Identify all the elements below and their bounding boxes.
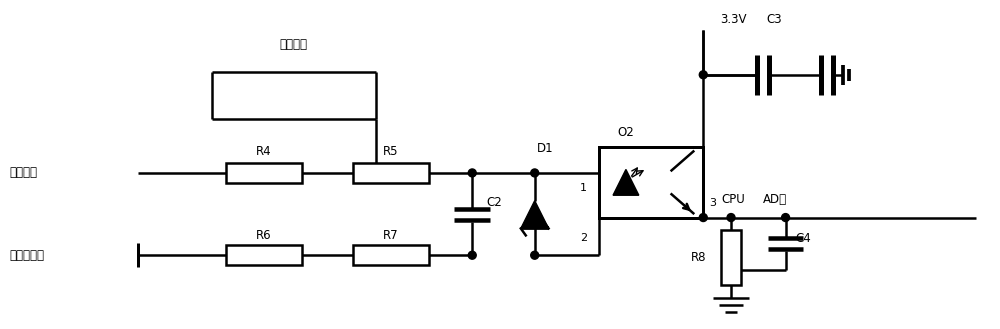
Text: 3.3V: 3.3V <box>720 13 747 26</box>
Bar <box>353 163 429 183</box>
Text: 开入信号: 开入信号 <box>9 166 37 179</box>
Text: 开入电源地: 开入电源地 <box>9 249 44 262</box>
Bar <box>226 163 302 183</box>
Bar <box>353 245 429 265</box>
Bar <box>599 147 703 217</box>
Bar <box>721 230 741 286</box>
Circle shape <box>699 214 707 221</box>
Circle shape <box>468 169 476 177</box>
Circle shape <box>468 251 476 259</box>
Text: R4: R4 <box>256 145 272 158</box>
Polygon shape <box>521 201 549 228</box>
Circle shape <box>531 169 539 177</box>
Text: R7: R7 <box>383 229 399 242</box>
Text: C3: C3 <box>767 13 782 26</box>
Text: R5: R5 <box>383 145 399 158</box>
Bar <box>226 245 302 265</box>
Text: C2: C2 <box>486 196 502 209</box>
Text: D1: D1 <box>537 142 553 155</box>
Circle shape <box>699 71 707 79</box>
Text: C4: C4 <box>795 232 811 245</box>
Polygon shape <box>613 169 639 195</box>
Circle shape <box>727 214 735 221</box>
Circle shape <box>531 251 539 259</box>
Text: R6: R6 <box>256 229 272 242</box>
Text: 3: 3 <box>709 198 716 208</box>
Circle shape <box>782 214 790 221</box>
Text: 1: 1 <box>580 183 587 193</box>
Text: CPU: CPU <box>721 193 745 206</box>
Text: O2: O2 <box>617 126 634 139</box>
Text: 2: 2 <box>580 233 587 243</box>
Text: R8: R8 <box>691 251 706 264</box>
Text: 注入信号: 注入信号 <box>280 38 308 51</box>
Text: AD端: AD端 <box>763 193 787 206</box>
